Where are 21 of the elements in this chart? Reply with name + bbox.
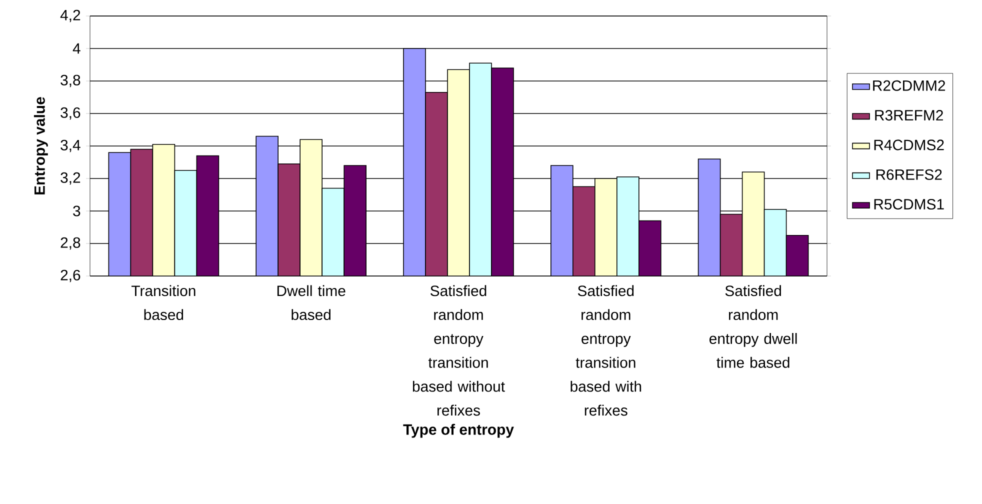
x-tick-label: Transition based (132, 285, 196, 320)
x-tick-label: Dwell time based (277, 285, 346, 320)
y-tick-label: 3 (73, 206, 80, 216)
x-tick-label: Satisfied random entropy transition based without refixes (412, 285, 505, 416)
y-tick-label: 2,8 (60, 237, 80, 250)
y-tick-label: 3,6 (60, 107, 80, 120)
y-axis-title: Entropy value (34, 97, 48, 194)
x-tick-label: Satisfied random entropy transition based with refixes (570, 285, 642, 416)
y-tick-label: 3,4 (60, 140, 80, 152)
y-tick-label: 4,2 (60, 10, 80, 22)
x-axis-title: Type of entropy (403, 424, 514, 438)
legend-label: R3REFM2 (875, 110, 943, 121)
legend-label: R4CDMS2 (874, 140, 944, 150)
legend-label: R2CDMM2 (873, 80, 946, 91)
x-tick-label: Satisfied random entropy dwell time based (710, 285, 797, 368)
legend-label: R6REFS2 (876, 169, 942, 180)
y-tick-label: 3,2 (60, 172, 80, 185)
y-tick-label: 4 (72, 43, 80, 54)
legend-label: R5CDMS1 (874, 198, 944, 210)
y-tick-label: 3,8 (60, 74, 80, 88)
y-tick-label: 2,6 (60, 270, 80, 282)
